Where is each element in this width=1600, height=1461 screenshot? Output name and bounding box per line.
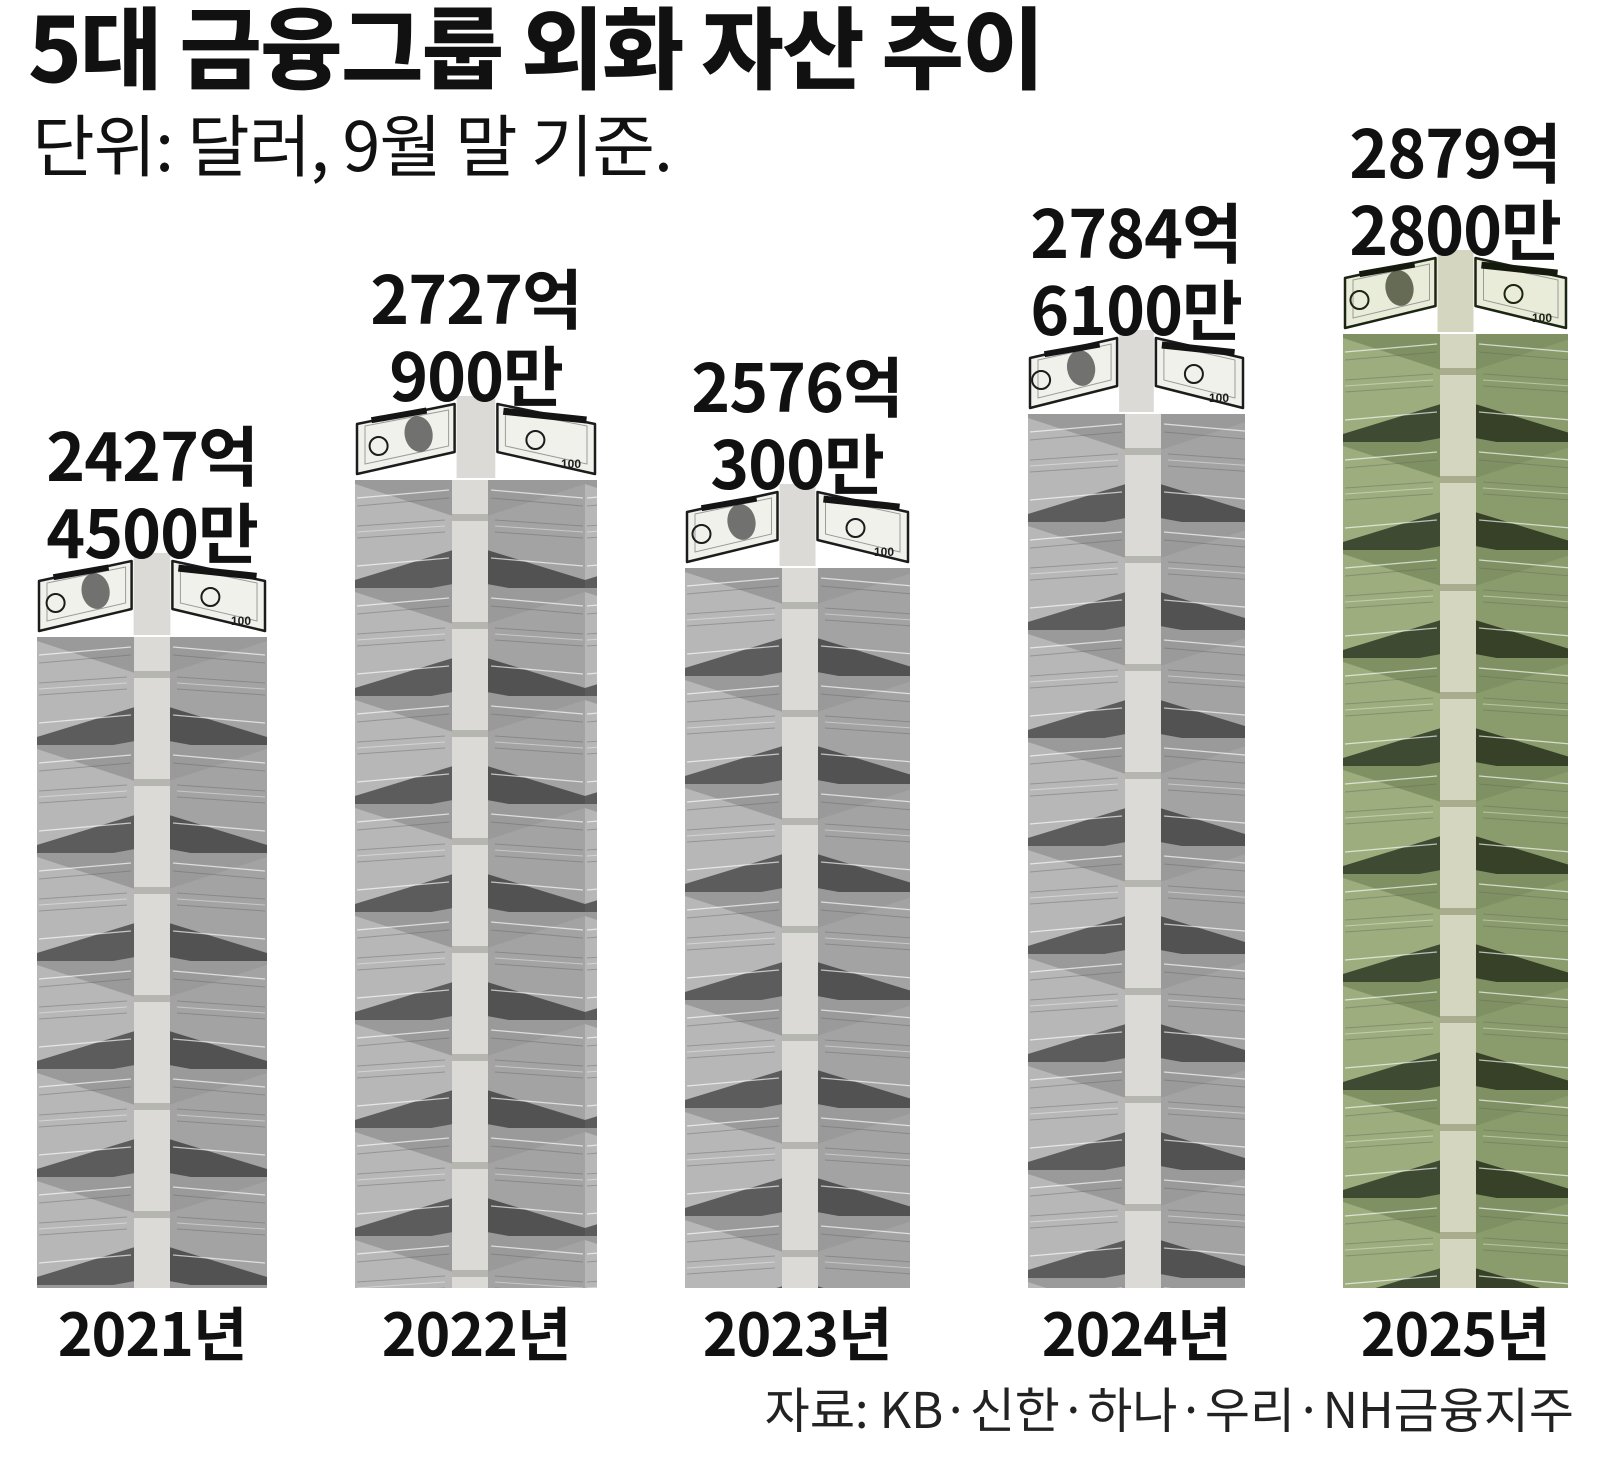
svg-text:100: 100 — [873, 545, 893, 559]
svg-text:100: 100 — [1208, 391, 1228, 405]
svg-text:100: 100 — [1531, 311, 1551, 325]
svg-text:100: 100 — [561, 457, 581, 471]
svg-text:100: 100 — [231, 614, 251, 628]
